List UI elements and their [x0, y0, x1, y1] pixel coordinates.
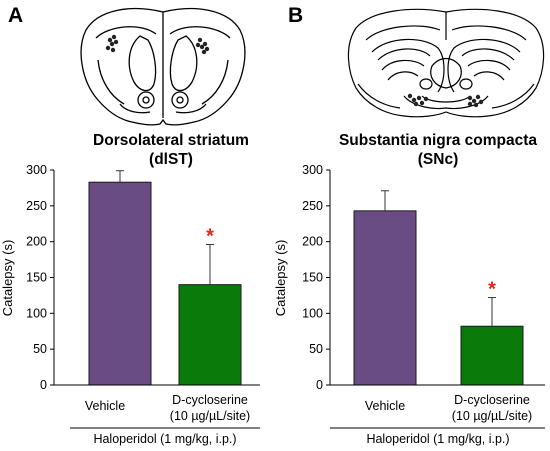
chart-subtitle-b: (SNc) — [418, 151, 458, 168]
chart-title-b: Substantia nigra compacta — [339, 132, 537, 149]
bars-a: * — [88, 170, 242, 386]
injection-site-markers-snc — [407, 93, 484, 108]
y-tick-label: 250 — [26, 199, 47, 213]
bar-a-0 — [88, 181, 152, 386]
chart-subtitle-a: (dlST) — [149, 151, 193, 168]
bars-b: * — [353, 190, 524, 386]
y-tick-label: 150 — [26, 271, 47, 285]
y-axis-ticks-a: 0 50 100 150 200 250 300 — [26, 163, 54, 392]
category-sublabel-a-dcs: (10 µg/µL/site) — [170, 409, 250, 423]
y-tick-label: 50 — [309, 342, 323, 356]
panel-a: A Dorsolateral striatum (dlST) 0 50 100 150… — [0, 4, 260, 446]
treatment-label-b: Haloperidol (1 mg/kg, i.p.) — [366, 432, 509, 446]
bar-b-0 — [353, 210, 417, 386]
y-axis-ticks-b: 0 50 100 150 200 250 300 — [302, 163, 330, 392]
y-tick-label: 250 — [302, 199, 323, 213]
y-tick-label: 0 — [316, 378, 323, 392]
y-tick-label: 200 — [302, 235, 323, 249]
brain-section-midbrain-illustration — [347, 8, 545, 118]
category-label-b-dcs: D-cycloserine — [454, 393, 530, 407]
brain-section-striatum-illustration — [80, 7, 246, 126]
category-label-a-dcs: D-cycloserine — [172, 393, 248, 407]
panel-b: B Substantia nigra compacta (SNc) 0 50 100… — [273, 4, 545, 446]
y-axis-label-b: Catalepsy (s) — [273, 240, 288, 317]
treatment-label-a: Haloperidol (1 mg/kg, i.p.) — [93, 432, 236, 446]
category-label-a-vehicle: Vehicle — [85, 399, 125, 413]
bar-b-1 — [460, 325, 524, 386]
category-sublabel-b-dcs: (10 µg/µL/site) — [452, 409, 532, 423]
injection-site-markers-dlst — [105, 34, 210, 55]
y-tick-label: 50 — [33, 342, 47, 356]
y-tick-label: 0 — [40, 378, 47, 392]
y-tick-label: 100 — [302, 306, 323, 320]
significance-star-a: * — [206, 226, 214, 248]
significance-star-b: * — [488, 279, 496, 301]
bar-a-1 — [178, 284, 242, 386]
y-tick-label: 200 — [26, 235, 47, 249]
y-tick-label: 100 — [26, 306, 47, 320]
category-label-b-vehicle: Vehicle — [365, 399, 405, 413]
y-tick-label: 150 — [302, 271, 323, 285]
y-tick-label: 300 — [26, 163, 47, 177]
panel-label-b: B — [288, 4, 303, 27]
chart-title-a: Dorsolateral striatum — [93, 132, 249, 149]
y-axis-label-a: Catalepsy (s) — [0, 240, 15, 317]
y-tick-label: 300 — [302, 163, 323, 177]
panel-label-a: A — [8, 4, 23, 27]
